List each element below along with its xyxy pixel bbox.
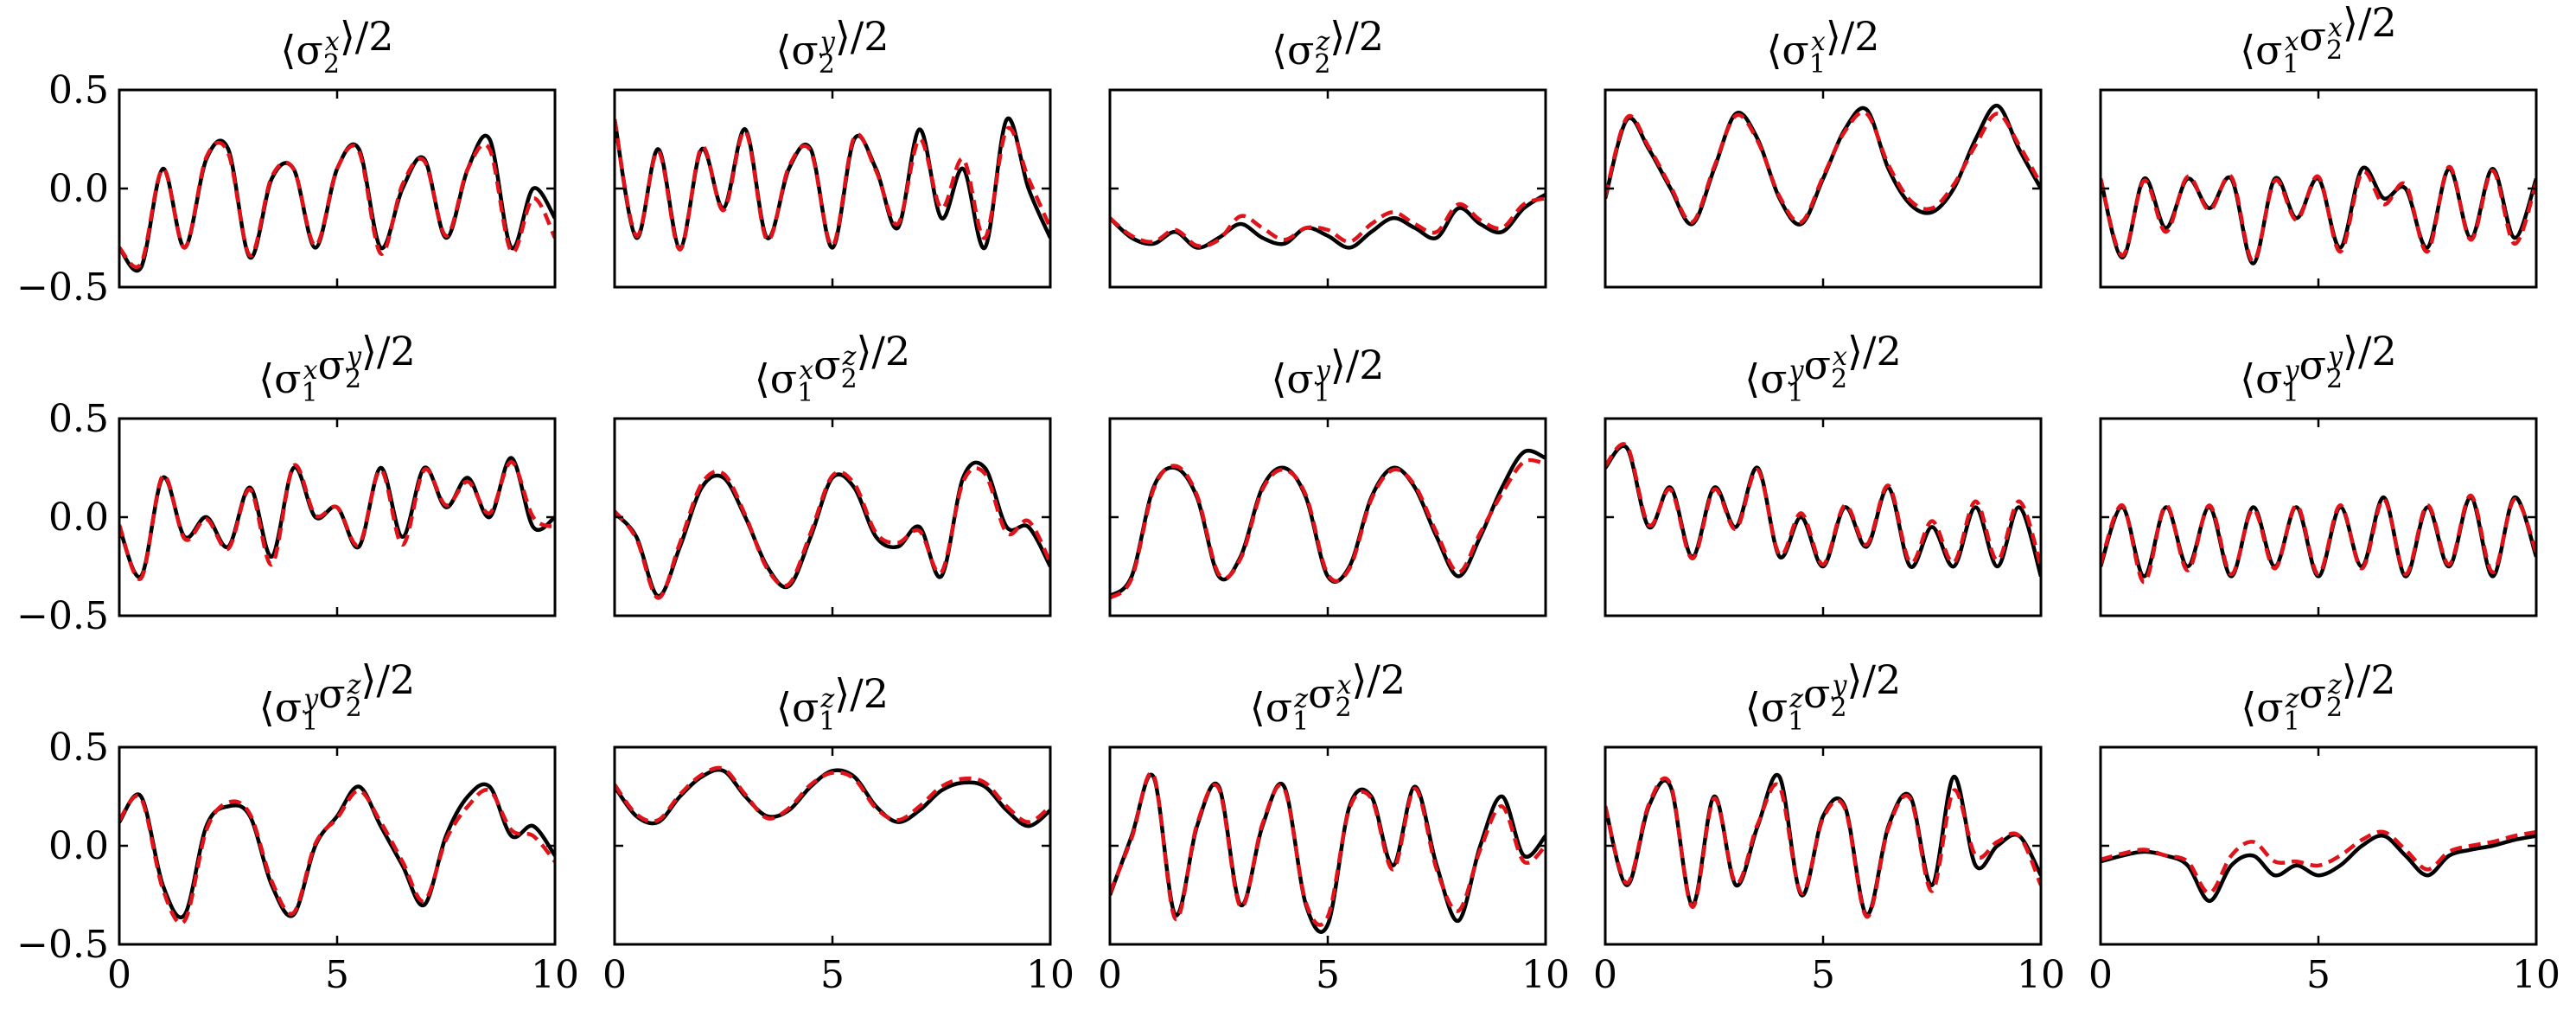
series-line-dashed [119, 459, 555, 581]
series-line-dashed [1110, 771, 1546, 927]
series-line-solid [1605, 444, 2041, 578]
series-line-dashed [615, 466, 1050, 600]
y-tick-label: −0.5 [16, 265, 109, 310]
panel-1: ⟨σ2x⟩/2 0.5 0.0 −0.5 [16, 13, 557, 310]
panel-12: ⟨σ1z⟩/2 0 5 10 [603, 670, 1074, 997]
panel-title: ⟨σ1xσ2y⟩/2 [258, 328, 416, 408]
series-line-dashed [1605, 442, 2041, 567]
y-tick-label: −0.5 [16, 923, 109, 967]
series-line-solid [1605, 104, 2041, 227]
x-tick-label: 5 [2306, 953, 2331, 997]
series-line-dashed [615, 765, 1050, 824]
x-tick-label: 5 [1811, 953, 1835, 997]
axes-frame [2099, 88, 2538, 289]
series-line-solid [1110, 772, 1546, 934]
panel-title: ⟨σ1zσ2z⟩/2 [2241, 656, 2395, 737]
axes-frame [1604, 745, 2043, 946]
x-tick-label: 10 [531, 953, 579, 997]
axes-frame [1108, 417, 1547, 617]
series-line-solid [1110, 449, 1546, 598]
axes-frame [118, 88, 557, 289]
panel-6: ⟨σ1xσ2y⟩/2 0.5 0.0 −0.5 [16, 328, 557, 638]
x-tick-label: 0 [1098, 953, 1122, 997]
axes-frame [613, 745, 1052, 946]
panel-2: ⟨σ2y⟩/2 [613, 13, 1052, 289]
y-tick-label: 0.5 [48, 68, 109, 112]
series-line-solid [2101, 495, 2536, 579]
panel-title: ⟨σ1yσ2z⟩/2 [259, 656, 415, 737]
series-line-solid [1605, 772, 2041, 918]
series-line-solid [2101, 165, 2536, 265]
axes-frame [1108, 88, 1547, 289]
x-tick-label: 10 [1521, 953, 1570, 997]
series-line-dashed [1110, 196, 1546, 248]
series-line-solid [119, 782, 555, 919]
panel-3: ⟨σ2z⟩/2 [1108, 13, 1547, 289]
series-line-dashed [615, 118, 1050, 252]
panel-title: ⟨σ2x⟩/2 [280, 13, 393, 80]
panel-title: ⟨σ2y⟩/2 [775, 13, 889, 80]
series-line-dashed [119, 140, 555, 269]
series-line-dashed [1605, 776, 2041, 919]
y-tick-label: 0.0 [48, 167, 109, 211]
x-tick-label: 0 [603, 953, 627, 997]
series-line-solid [615, 767, 1050, 828]
panel-7: ⟨σ1xσ2z⟩/2 [613, 328, 1052, 617]
x-tick-label: 10 [1026, 953, 1074, 997]
panel-title: ⟨σ1xσ2z⟩/2 [755, 328, 910, 408]
panel-title: ⟨σ1y⟩/2 [1271, 342, 1384, 408]
panel-14: ⟨σ1zσ2y⟩/2 0 5 10 [1593, 656, 2065, 997]
series-line-dashed [2101, 493, 2536, 585]
series-line-dashed [2101, 829, 2536, 895]
panel-13: ⟨σ1zσ2x⟩/2 0 5 10 [1098, 656, 1570, 997]
panel-8: ⟨σ1y⟩/2 [1108, 342, 1547, 617]
y-tick-label: 0.5 [48, 397, 109, 441]
axes-frame [1604, 417, 2043, 617]
series-line-solid [615, 116, 1050, 250]
series-line-solid [119, 456, 555, 579]
x-tick-label: 0 [107, 953, 131, 997]
x-tick-label: 0 [2088, 953, 2113, 997]
y-tick-label: 0.0 [48, 496, 109, 540]
series-line-dashed [1110, 457, 1546, 600]
x-tick-label: 0 [1593, 953, 1617, 997]
panel-title: ⟨σ1zσ2x⟩/2 [1250, 656, 1406, 737]
series-line-dashed [1605, 110, 2041, 225]
series-line-solid [2101, 834, 2536, 904]
panel-title: ⟨σ1yσ2x⟩/2 [1744, 328, 1902, 408]
y-tick-label: 0.0 [48, 824, 109, 868]
axes-frame [2099, 417, 2538, 617]
axes-frame [613, 88, 1052, 289]
series-line-dashed [119, 788, 555, 925]
series-line-dashed [2101, 164, 2536, 264]
panel-title: ⟨σ1xσ2x⟩/2 [2240, 0, 2397, 80]
panel-title: ⟨σ1x⟩/2 [1766, 13, 1879, 80]
panel-15: ⟨σ1zσ2z⟩/2 0 5 10 [2088, 656, 2560, 997]
panel-title: ⟨σ1yσ2y⟩/2 [2240, 328, 2397, 408]
panel-title: ⟨σ2z⟩/2 [1272, 13, 1384, 80]
panel-5: ⟨σ1xσ2x⟩/2 [2099, 0, 2538, 289]
panel-11: ⟨σ1yσ2z⟩/2 0.5 0.0 −0.50 5 10 [16, 656, 579, 997]
x-tick-label: 10 [2017, 953, 2065, 997]
panel-title: ⟨σ1z⟩/2 [776, 670, 889, 737]
x-tick-label: 10 [2512, 953, 2560, 997]
panel-10: ⟨σ1yσ2y⟩/2 [2099, 328, 2538, 617]
series-line-solid [615, 460, 1050, 598]
axes-frame [613, 417, 1052, 617]
series-line-solid [119, 133, 555, 272]
y-tick-label: −0.5 [16, 594, 109, 638]
x-tick-label: 5 [820, 953, 845, 997]
x-tick-label: 5 [1316, 953, 1340, 997]
y-tick-label: 0.5 [48, 726, 109, 770]
x-tick-label: 5 [325, 953, 349, 997]
panel-4: ⟨σ1x⟩/2 [1604, 13, 2043, 289]
panel-title: ⟨σ1zσ2y⟩/2 [1745, 656, 1901, 737]
panel-9: ⟨σ1yσ2x⟩/2 [1604, 328, 2043, 617]
